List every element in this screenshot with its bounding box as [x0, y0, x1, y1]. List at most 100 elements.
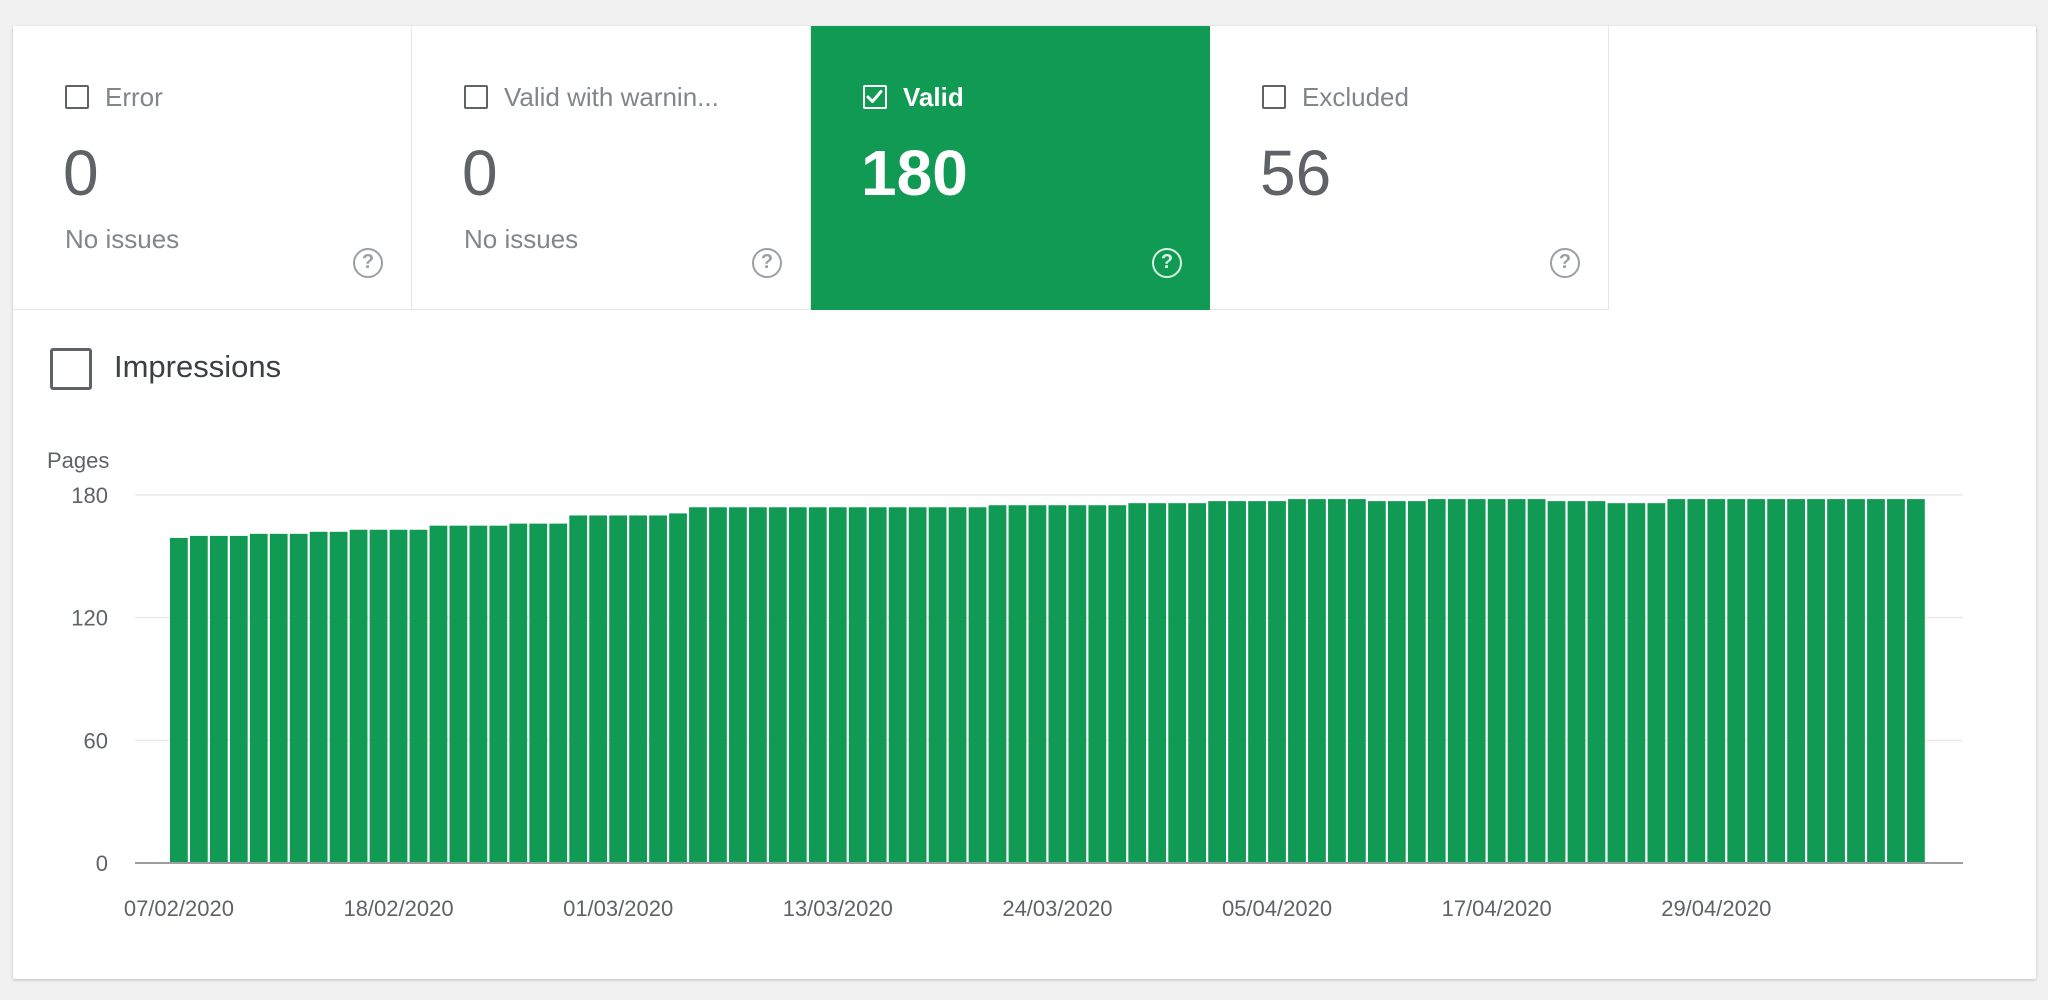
bar: [1467, 499, 1486, 863]
bar: [988, 505, 1007, 863]
bar: [1308, 499, 1326, 863]
impressions-label: Impressions: [114, 349, 282, 384]
bar: [189, 535, 208, 863]
bar: [1188, 503, 1207, 863]
bar: [729, 507, 747, 863]
bar: [669, 513, 687, 863]
valid-checkbox[interactable]: [863, 85, 887, 109]
impressions-checkbox[interactable]: [50, 348, 92, 390]
help-icon[interactable]: ?: [353, 248, 383, 278]
valid-with-warnings-checkbox[interactable]: [464, 85, 488, 109]
bar: [788, 507, 807, 863]
valid-with-warnings-subtext: No issues: [464, 224, 579, 254]
bar: [229, 535, 248, 863]
y-tick-label: 180: [71, 483, 108, 508]
bar: [1427, 499, 1446, 863]
bar: [629, 515, 647, 863]
bar: [1228, 501, 1246, 863]
help-icon[interactable]: ?: [1550, 248, 1580, 278]
valid-with-warnings-count: 0: [462, 137, 498, 209]
bar: [289, 533, 308, 863]
bar: [1847, 499, 1865, 863]
bar: [409, 529, 428, 863]
index-coverage-card: Error 0 No issues ? Valid with warnin...…: [13, 26, 2036, 979]
valid-with-warnings-tile[interactable]: Valid with warnin... 0 No issues ?: [412, 26, 811, 310]
bar: [1128, 503, 1147, 863]
bar: [1487, 499, 1506, 863]
bar: [1168, 503, 1187, 863]
error-tile[interactable]: Error 0 No issues ?: [13, 26, 412, 310]
y-tick-label: 0: [96, 851, 108, 876]
bar: [968, 507, 987, 863]
y-tick-label: 120: [71, 606, 108, 631]
x-tick-label: 29/04/2020: [1661, 896, 1771, 921]
help-icon[interactable]: ?: [752, 248, 782, 278]
bar: [1627, 503, 1646, 863]
error-subtext: No issues: [65, 224, 180, 254]
bar: [1068, 505, 1087, 863]
bar: [1907, 499, 1925, 863]
x-tick-label: 24/03/2020: [1002, 896, 1112, 921]
pages-bar-chart: Pages 0 60 120 180 07/02/2020 18/02/2020 01/03/…: [47, 448, 1963, 921]
bar: [1867, 499, 1885, 863]
checkmark-icon: [866, 90, 883, 103]
bar: [1747, 499, 1766, 863]
bar: [1148, 503, 1167, 863]
bar: [1328, 499, 1346, 863]
bar: [749, 507, 767, 863]
y-axis-label: Pages: [47, 448, 109, 473]
bar: [249, 533, 268, 863]
bar: [309, 531, 328, 863]
bar: [1587, 501, 1606, 863]
bar: [1787, 499, 1806, 863]
x-tick-label: 13/03/2020: [783, 896, 893, 921]
bar: [529, 523, 548, 863]
bar: [1028, 505, 1047, 863]
bar: [808, 507, 827, 863]
bar: [1727, 499, 1746, 863]
bar: [1387, 501, 1406, 863]
x-tick-label: 17/04/2020: [1442, 896, 1552, 921]
bar: [868, 507, 887, 863]
bar: [689, 507, 707, 863]
excluded-tile[interactable]: Excluded 56 ?: [1210, 26, 1609, 310]
bar: [1707, 499, 1726, 863]
bar: [549, 523, 568, 863]
y-tick-label: 60: [84, 728, 108, 753]
bar: [1887, 499, 1905, 863]
valid-tile[interactable]: Valid 180 ?: [811, 26, 1210, 310]
bar: [908, 507, 927, 863]
bar: [1687, 499, 1706, 863]
bar: [1767, 499, 1786, 863]
bar: [569, 515, 588, 863]
error-count: 0: [63, 137, 99, 209]
bar: [1288, 499, 1306, 863]
valid-count: 180: [861, 137, 968, 209]
bar: [389, 529, 408, 863]
help-icon[interactable]: ?: [1152, 248, 1182, 278]
bar: [1088, 505, 1107, 863]
excluded-count: 56: [1260, 137, 1332, 209]
bar: [170, 537, 188, 863]
valid-with-warnings-label: Valid with warnin...: [504, 82, 719, 112]
bar: [349, 529, 368, 863]
bar: [1347, 499, 1366, 863]
bar: [1048, 505, 1067, 863]
bar: [1367, 501, 1386, 863]
bar: [848, 507, 867, 863]
x-tick-label: 05/04/2020: [1222, 896, 1332, 921]
bar: [489, 525, 508, 863]
bar: [1607, 503, 1626, 863]
error-checkbox[interactable]: [65, 85, 89, 109]
x-tick-label: 07/02/2020: [124, 896, 234, 921]
bar: [1827, 499, 1845, 863]
bar: [1447, 499, 1466, 863]
bar: [709, 507, 727, 863]
bar: [1507, 499, 1526, 863]
bar: [449, 525, 468, 863]
bar: [589, 515, 608, 863]
excluded-checkbox[interactable]: [1262, 85, 1286, 109]
bar: [1647, 503, 1666, 863]
bar: [1108, 505, 1127, 863]
bar: [369, 529, 388, 863]
